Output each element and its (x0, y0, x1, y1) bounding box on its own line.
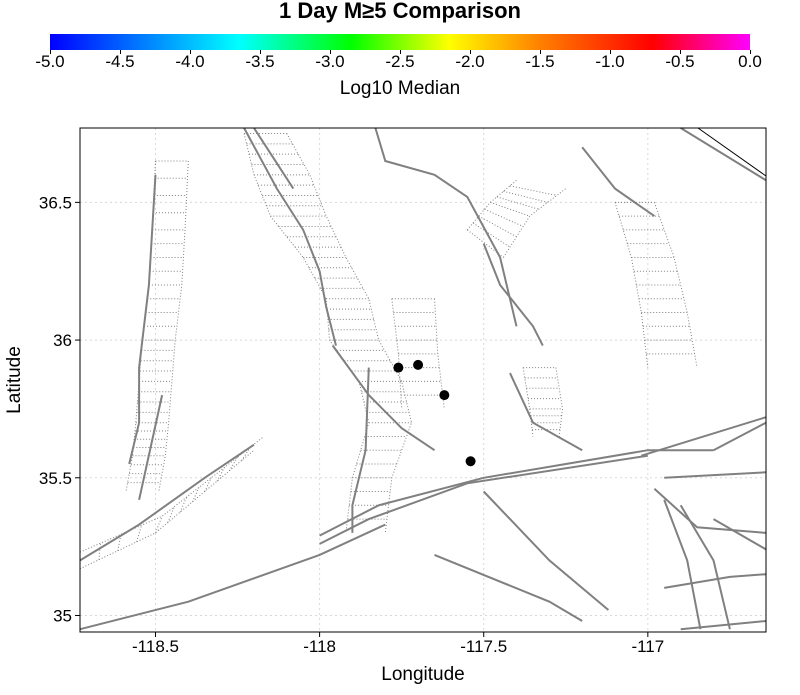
rupture-tie (484, 208, 524, 227)
rupture-tie (136, 525, 143, 542)
rupture-tie (478, 215, 517, 238)
grid-lines (80, 128, 766, 632)
fault-trace (374, 127, 518, 327)
x-axis-title: Longitude (381, 664, 464, 685)
fault-trace (482, 490, 610, 611)
colorbar-tick-label: -1.0 (595, 52, 625, 71)
colorbar-title: Log10 Median (339, 78, 461, 99)
fault-trace (641, 416, 767, 457)
fault-traces (79, 127, 767, 631)
rupture-tie (490, 201, 530, 217)
fault-trace (663, 499, 702, 630)
fault-trace (664, 573, 767, 589)
rupture-tie (472, 222, 511, 248)
fault-trace (581, 146, 655, 217)
colorbar-tick-label: -3.5 (245, 52, 275, 71)
rupture-edge (614, 202, 649, 368)
colorbar-tick (610, 50, 611, 54)
rupture-edge (434, 298, 445, 409)
colorbar-tick-label: -4.5 (105, 52, 135, 71)
colorbar-tick (120, 50, 121, 54)
rupture-edge (391, 298, 403, 409)
y-tick-label: 35.5 (39, 469, 72, 488)
fault-trace (253, 127, 295, 190)
rupture-edge (502, 188, 567, 258)
colorbar-tick-label: -0.5 (665, 52, 695, 71)
y-tick-label: 36 (53, 331, 72, 350)
rupture-edge (158, 160, 189, 492)
colorbar-tick (680, 50, 681, 54)
fault-trace (138, 394, 164, 501)
colorbar-tick-label: -2.0 (455, 52, 485, 71)
event-marker (393, 362, 404, 373)
colorbar-tick (400, 50, 401, 54)
fault-trace (680, 127, 767, 182)
x-ticks: -118.5 -118 -117.5 -117 (132, 632, 664, 656)
colorbar-tick (750, 50, 751, 54)
rupture-edge (466, 179, 517, 231)
colorbar-tick-label: -2.5 (385, 52, 415, 71)
colorbar-tick (540, 50, 541, 54)
fault-trace (664, 471, 767, 479)
colorbar-tick-label: -4.0 (175, 52, 205, 71)
x-tick-label: -117.5 (460, 637, 507, 656)
border-line (697, 127, 767, 177)
rupture-edge (79, 449, 255, 570)
rupture-edge (522, 367, 534, 437)
fault-trace (434, 553, 583, 622)
fault-trace (243, 127, 337, 346)
colorbar-tick (190, 50, 191, 54)
event-marker (413, 359, 424, 370)
fault-trace (79, 443, 255, 562)
fault-trace (679, 504, 731, 630)
plot-frame (79, 127, 767, 633)
y-tick-label: 35 (53, 606, 72, 625)
rupture-tie (167, 506, 175, 523)
fault-trace (351, 367, 370, 533)
rupture-tie (503, 190, 548, 203)
x-tick-label: -118 (303, 637, 336, 656)
plot-title: 1 Day M≥5 Comparison (279, 0, 521, 23)
colorbar-tick (260, 50, 261, 54)
event-marker (465, 456, 476, 467)
fault-trace (319, 449, 714, 537)
rupture-tie (509, 185, 557, 196)
x-tick-label: -117 (631, 637, 664, 656)
y-axis-title: Latitude (4, 346, 25, 414)
x-tick-label: -118.5 (132, 637, 179, 656)
fault-trace (713, 518, 767, 551)
rupture-tie (496, 196, 539, 210)
colorbar-tick (470, 50, 471, 54)
event-marker (439, 390, 450, 401)
fault-trace (713, 421, 767, 452)
fault-trace (482, 243, 544, 347)
event-points (393, 359, 476, 467)
fault-trace (653, 488, 767, 534)
y-tick-label: 36.5 (39, 193, 72, 212)
colorbar-tick (330, 50, 331, 54)
fault-trace (319, 454, 648, 545)
fault-trace (331, 345, 436, 452)
rupture-tie (204, 477, 212, 492)
rupture-tie (98, 543, 102, 560)
colorbar-gradient (50, 34, 750, 50)
colorbar-tick-label: -5.0 (35, 52, 65, 71)
fault-trace (79, 523, 386, 631)
rupture-edge (79, 436, 265, 553)
y-ticks: 35 35.5 36 36.5 (39, 193, 80, 625)
colorbar-tick-label: 0.0 (738, 52, 762, 71)
fault-trace (509, 372, 583, 452)
fault-trace (680, 620, 767, 631)
rupture-edge (286, 133, 413, 533)
fault-trace (128, 174, 157, 465)
rupture-edge (243, 133, 370, 533)
rupture-edge (555, 367, 564, 437)
colorbar-tick-label: -1.5 (525, 52, 555, 71)
colorbar-tick (50, 50, 51, 54)
rupture-tie (179, 496, 188, 513)
colorbar-tick-label: -3.0 (315, 52, 345, 71)
colorbar (50, 34, 750, 50)
